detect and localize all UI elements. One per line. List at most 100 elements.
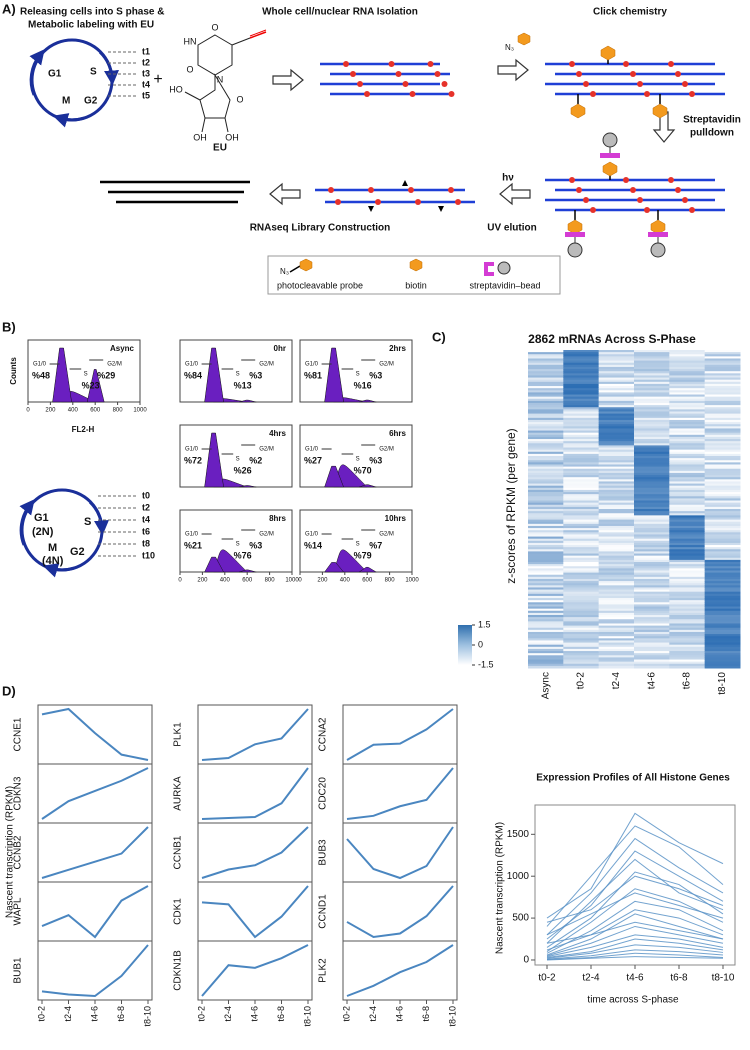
histogram-g1: [324, 562, 345, 573]
heatmap-cell: [563, 451, 600, 455]
heatmap-cell: [528, 530, 564, 533]
heatmap-cell: [528, 515, 564, 518]
heatmap-cell: [528, 371, 564, 374]
eu-site: [630, 187, 636, 193]
plot-frame: [342, 881, 458, 942]
histone-line: [546, 956, 724, 961]
gate-label: G2/M: [107, 362, 122, 368]
heatmap-cell: [634, 538, 670, 542]
x-tick-label: t0-2: [341, 1006, 351, 1022]
heatmap-cell: [528, 540, 564, 544]
heatmap-cell: [563, 466, 600, 470]
heatmap-cell: [669, 657, 706, 661]
heatmap-cell: [634, 532, 670, 535]
histone-line: [546, 944, 724, 959]
heatmap-cell: [528, 494, 564, 497]
gene-label: CDK1: [173, 898, 184, 925]
heatmap-cell: [669, 562, 706, 565]
heatmap-cell: [704, 426, 741, 429]
heatmap-cell: [704, 513, 741, 516]
column-label: t6-8: [682, 672, 693, 690]
heatmap-cell: [669, 576, 706, 580]
heatmap-cell: [563, 559, 600, 563]
heatmap-cell: [704, 655, 741, 658]
gate-label: G1/0: [305, 447, 319, 453]
heatmap-cell: [598, 528, 635, 531]
histone-line: [546, 850, 724, 940]
heatmap-cell: [598, 557, 635, 561]
phase-label: S: [84, 516, 91, 528]
heatmap-cell: [563, 485, 600, 489]
heatmap-cell: [704, 648, 741, 652]
heatmap-cell: [634, 600, 670, 603]
heatmap-cell: [563, 354, 600, 357]
heatmap-cell: [669, 532, 706, 535]
heatmap-cell: [634, 449, 670, 453]
x-tick-label: t4-6: [394, 1006, 404, 1022]
heatmap-cell: [563, 403, 600, 406]
cleaved-site: [368, 206, 374, 212]
heatmap-cell: [598, 608, 635, 612]
heatmap-cell: [598, 477, 635, 480]
heatmap-cell: [528, 638, 564, 641]
heatmap-cell: [634, 583, 670, 586]
heatmap-cell: [669, 547, 706, 550]
heatmap-cell: [704, 627, 741, 631]
heatmap-cell: [598, 366, 635, 370]
heatmap-cell: [563, 564, 600, 567]
heatmap-cell: [634, 479, 670, 482]
percent-label: %13: [234, 380, 252, 390]
heatmap-cell: [528, 487, 564, 491]
histogram-title: 8hrs: [269, 514, 286, 523]
heatmap-cell: [669, 379, 706, 383]
heatmap-cell: [634, 528, 670, 531]
heatmap-cell: [598, 570, 635, 574]
heatmap-cell: [528, 612, 564, 616]
x-tick-label: 800: [265, 578, 276, 584]
heatmap-cell: [634, 657, 670, 661]
heatmap-cell: [669, 648, 706, 652]
heatmap-cell: [598, 388, 635, 391]
heatmap-cell: [669, 540, 706, 544]
eu-site: [350, 71, 356, 77]
streptavidin: [600, 153, 620, 158]
heatmap-cell: [598, 441, 635, 444]
step-arrow: [499, 182, 531, 206]
plot-frame: [37, 763, 153, 824]
histogram-g1: [204, 347, 224, 403]
heatmap-cell: [528, 458, 564, 461]
percent-label: %7: [369, 540, 382, 550]
x-tick-label: 1000: [285, 578, 299, 584]
heatmap-cell: [563, 545, 600, 548]
heatmap-cell: [634, 598, 670, 601]
heatmap-cell: [634, 377, 670, 381]
heatmap-cell: [563, 509, 600, 512]
expression-line: [201, 944, 309, 997]
x-tick-label: 600: [90, 408, 101, 414]
heatmap-cell: [598, 377, 635, 381]
plot-frame: [197, 704, 313, 765]
heatmap-cell: [634, 369, 670, 372]
heatmap-cell: [669, 485, 706, 489]
histone-line: [546, 952, 724, 961]
heatmap-cell: [528, 602, 564, 605]
heatmap-cell: [598, 519, 635, 523]
heatmap-cell: [669, 481, 706, 485]
heatmap-cell: [669, 432, 706, 436]
heatmap-cell: [704, 610, 741, 614]
heatmap-cell: [563, 373, 600, 376]
heatmap-cell: [669, 555, 706, 559]
gate-label: S: [84, 372, 88, 378]
gene-label: CCNB1: [173, 835, 184, 869]
heatmap-cell: [704, 600, 741, 603]
expression-line: [201, 885, 309, 939]
heatmap-cell: [669, 530, 706, 533]
heatmap-cell: [704, 462, 741, 465]
heatmap-cell: [528, 453, 564, 457]
heatmap-cell: [598, 648, 635, 652]
heatmap-cell: [634, 354, 670, 357]
heatmap-cell: [634, 364, 670, 368]
heatmap-cell: [563, 390, 600, 393]
heatmap-cell: [634, 504, 670, 508]
heatmap-cell: [598, 464, 635, 468]
